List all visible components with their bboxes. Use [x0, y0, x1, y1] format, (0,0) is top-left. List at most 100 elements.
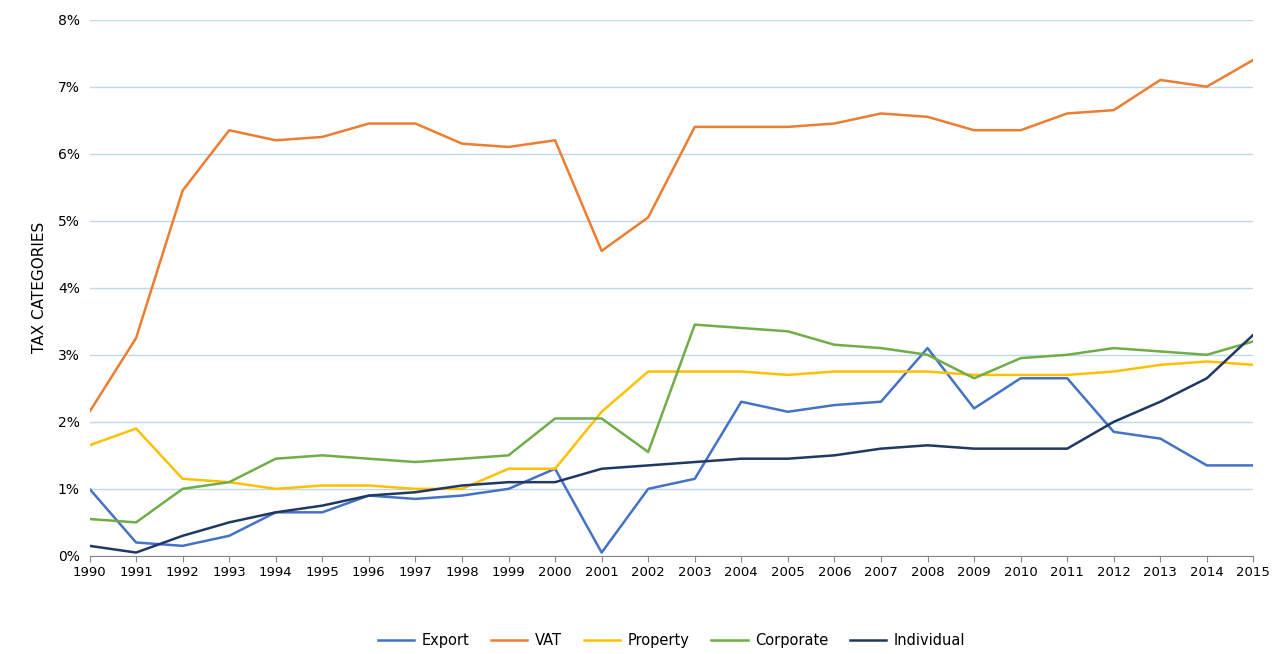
- Individual: [641, 462, 656, 470]
- VAT: [82, 408, 97, 416]
- VAT: [175, 186, 191, 194]
- Export: [128, 539, 143, 547]
- Corporate: [967, 374, 982, 382]
- Property: [408, 485, 423, 493]
- VAT: [408, 120, 423, 128]
- Property: [501, 465, 517, 473]
- VAT: [1059, 109, 1074, 117]
- Corporate: [408, 458, 423, 466]
- Corporate: [687, 320, 702, 328]
- Individual: [874, 445, 889, 453]
- Individual: [315, 502, 330, 509]
- Individual: [734, 455, 749, 462]
- Corporate: [920, 351, 935, 358]
- Corporate: [593, 415, 609, 422]
- VAT: [221, 126, 237, 134]
- Export: [547, 465, 563, 473]
- Export: [687, 475, 702, 483]
- Line: Corporate: Corporate: [90, 324, 1253, 523]
- Corporate: [780, 328, 796, 336]
- Export: [967, 404, 982, 413]
- Export: [734, 398, 749, 405]
- VAT: [1246, 56, 1261, 63]
- Individual: [454, 481, 469, 489]
- Corporate: [734, 324, 749, 332]
- Property: [1106, 368, 1122, 375]
- Property: [1200, 358, 1215, 366]
- Property: [780, 371, 796, 379]
- VAT: [1106, 106, 1122, 114]
- Individual: [593, 465, 609, 473]
- Export: [1200, 462, 1215, 470]
- Individual: [1059, 445, 1074, 453]
- Export: [221, 532, 237, 540]
- Individual: [967, 445, 982, 453]
- Corporate: [361, 455, 376, 462]
- Corporate: [175, 485, 191, 493]
- Corporate: [547, 415, 563, 422]
- Property: [1013, 371, 1028, 379]
- Corporate: [1106, 344, 1122, 352]
- Property: [967, 371, 982, 379]
- Corporate: [1059, 351, 1074, 358]
- Property: [734, 368, 749, 375]
- Export: [501, 485, 517, 493]
- VAT: [361, 120, 376, 128]
- Corporate: [82, 515, 97, 523]
- Export: [920, 344, 935, 352]
- Line: Individual: Individual: [90, 335, 1253, 553]
- VAT: [547, 137, 563, 145]
- Property: [641, 368, 656, 375]
- Export: [454, 492, 469, 500]
- Property: [1246, 361, 1261, 369]
- Export: [361, 492, 376, 500]
- Line: VAT: VAT: [90, 60, 1253, 412]
- Individual: [501, 478, 517, 486]
- Export: [175, 542, 191, 550]
- Export: [1152, 435, 1168, 443]
- VAT: [1013, 126, 1028, 134]
- Individual: [1246, 331, 1261, 339]
- VAT: [454, 140, 469, 148]
- Individual: [1152, 398, 1168, 405]
- Property: [175, 475, 191, 483]
- Export: [826, 401, 842, 409]
- Export: [780, 408, 796, 416]
- Property: [687, 368, 702, 375]
- VAT: [967, 126, 982, 134]
- Individual: [1013, 445, 1028, 453]
- Legend: Export, VAT, Property, Corporate, Individual: Export, VAT, Property, Corporate, Indivi…: [372, 628, 971, 654]
- VAT: [1200, 82, 1215, 90]
- Corporate: [501, 451, 517, 459]
- Property: [315, 481, 330, 489]
- Individual: [361, 492, 376, 500]
- Export: [315, 508, 330, 516]
- VAT: [593, 247, 609, 255]
- VAT: [687, 123, 702, 131]
- Property: [128, 424, 143, 432]
- VAT: [734, 123, 749, 131]
- Individual: [221, 519, 237, 526]
- Corporate: [874, 344, 889, 352]
- VAT: [269, 137, 284, 145]
- Property: [547, 465, 563, 473]
- VAT: [920, 113, 935, 121]
- Corporate: [128, 519, 143, 526]
- Export: [1106, 428, 1122, 436]
- Individual: [780, 455, 796, 462]
- Individual: [1106, 418, 1122, 426]
- Corporate: [221, 478, 237, 486]
- Individual: [547, 478, 563, 486]
- Export: [1059, 374, 1074, 382]
- Corporate: [826, 341, 842, 349]
- Line: Property: Property: [90, 362, 1253, 489]
- Property: [826, 368, 842, 375]
- Individual: [175, 532, 191, 540]
- Property: [361, 481, 376, 489]
- Property: [874, 368, 889, 375]
- Individual: [920, 441, 935, 449]
- Export: [593, 549, 609, 557]
- Individual: [269, 508, 284, 516]
- VAT: [780, 123, 796, 131]
- Property: [221, 478, 237, 486]
